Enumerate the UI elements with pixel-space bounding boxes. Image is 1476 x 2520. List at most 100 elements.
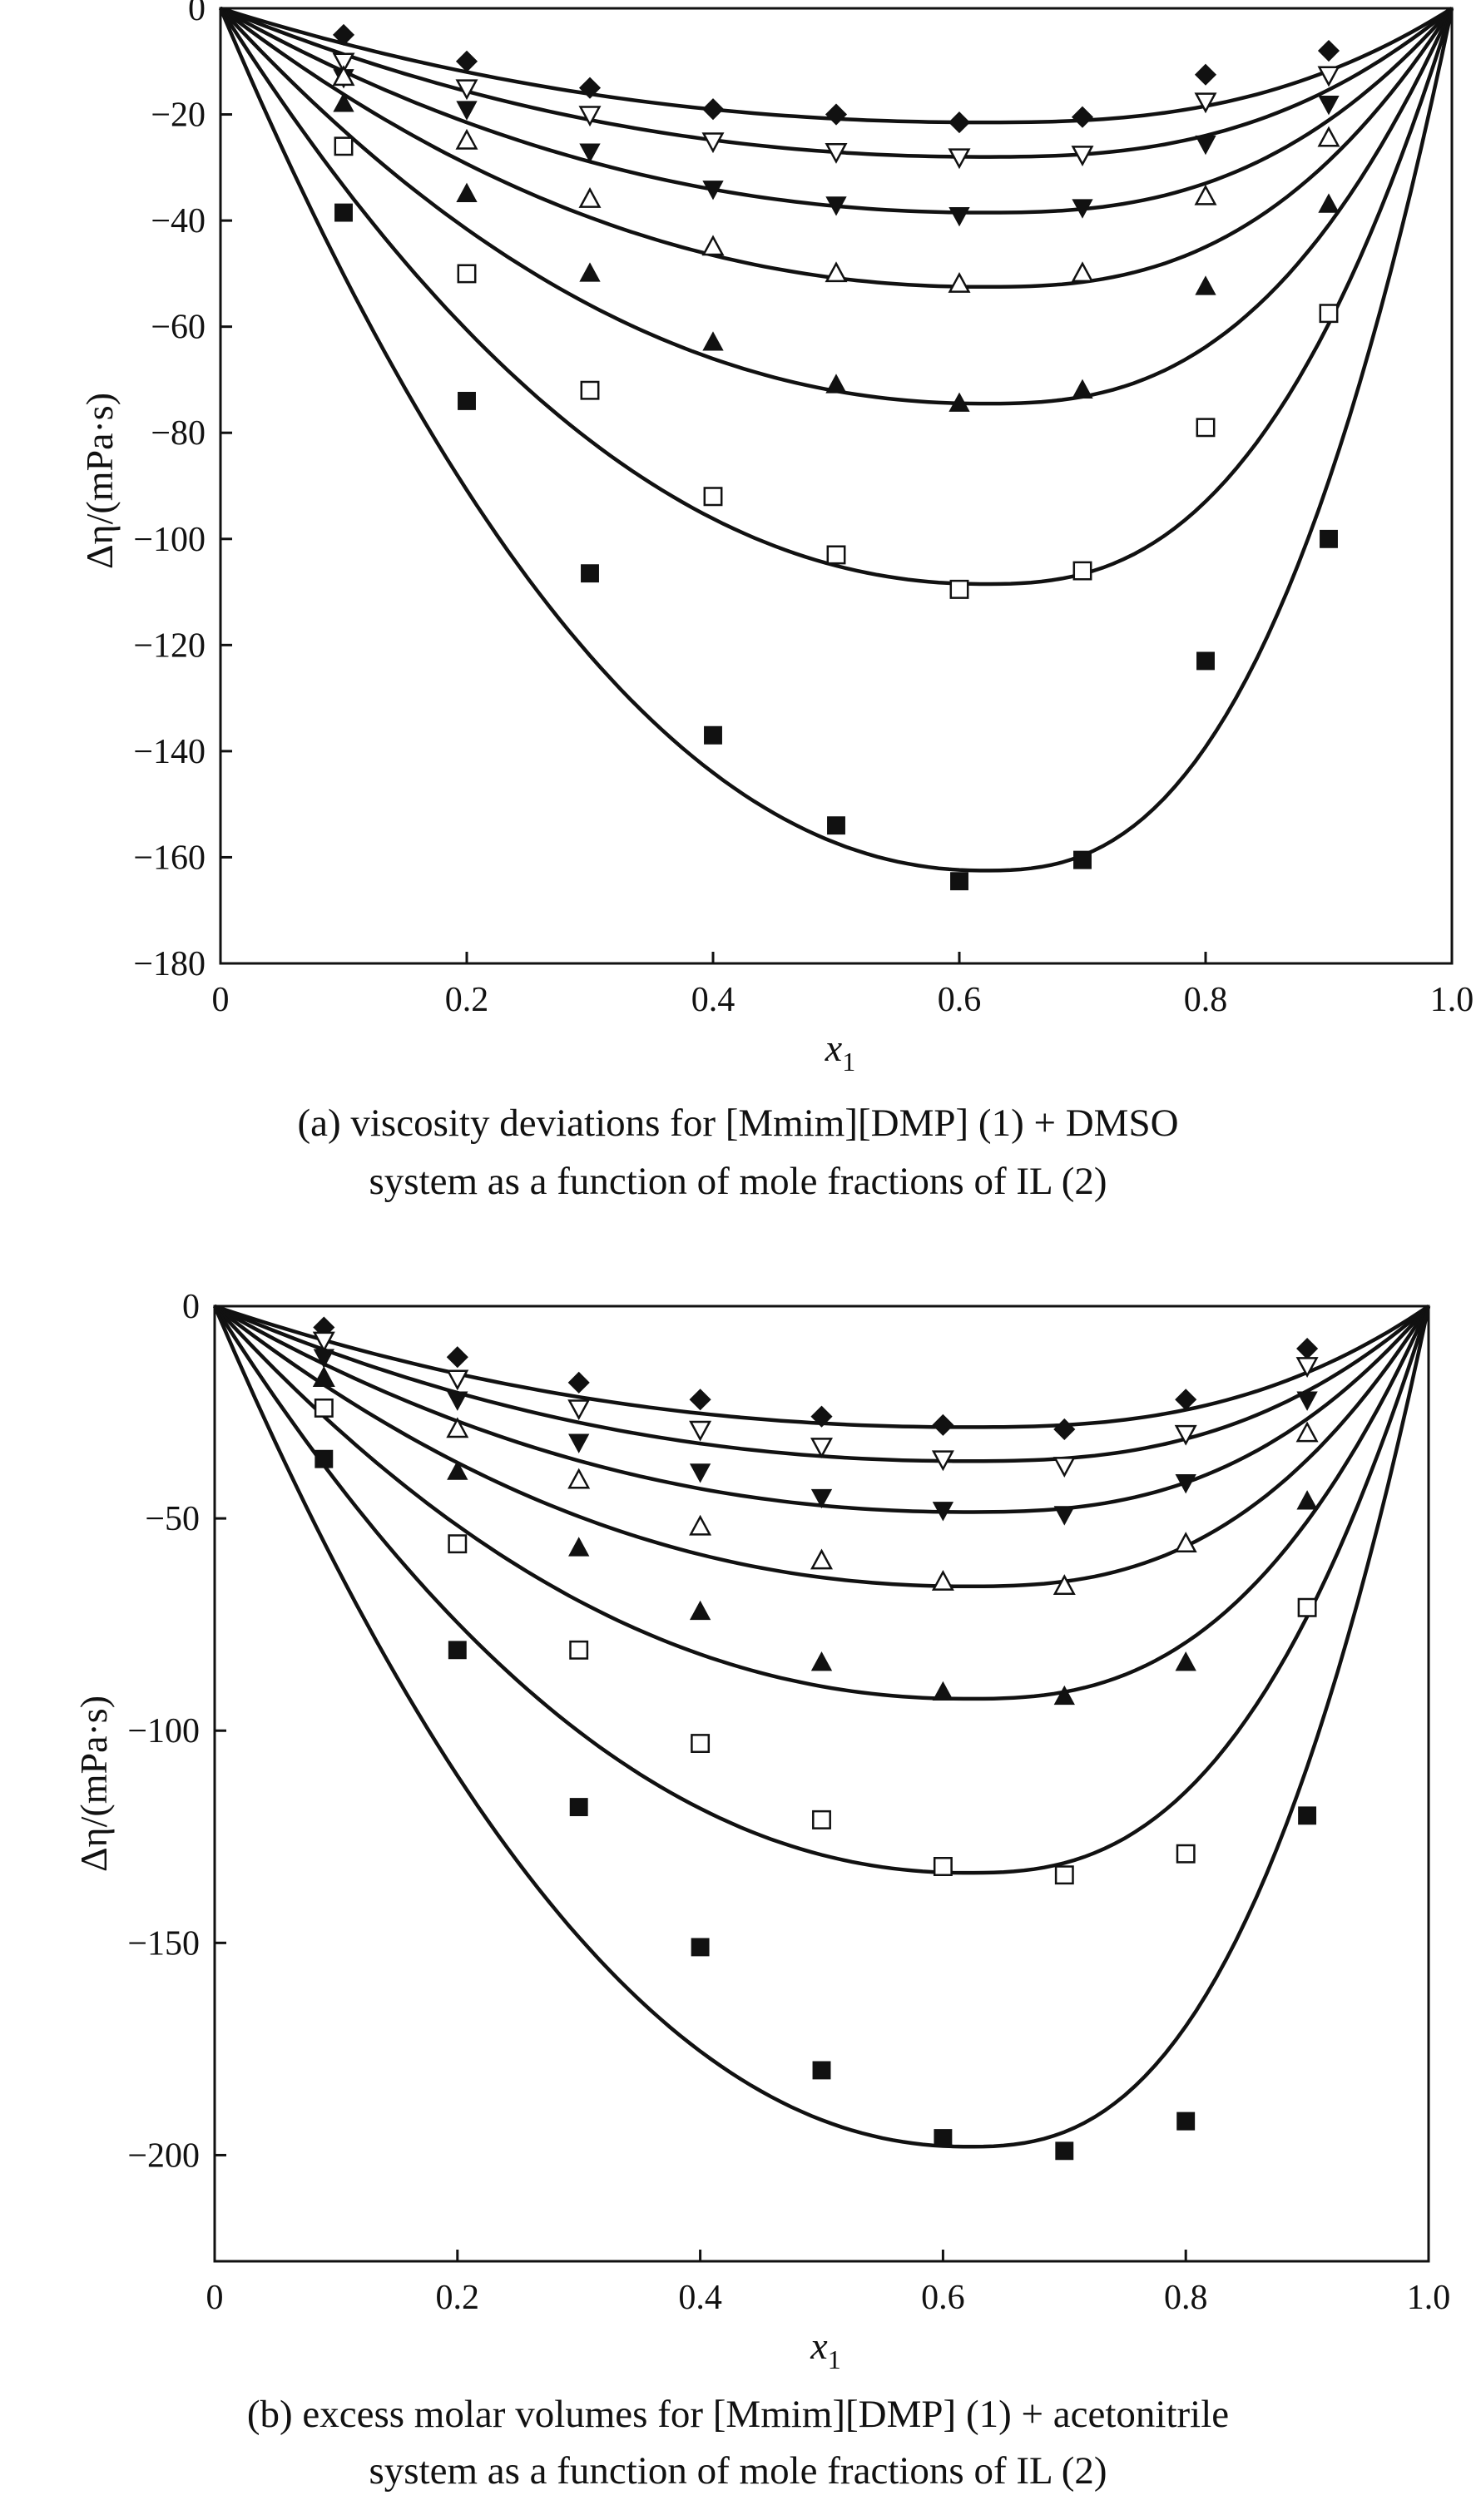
y-tick-label: 0	[182, 1288, 200, 1326]
series-4-point	[1174, 1532, 1197, 1552]
series-7-point	[704, 725, 722, 745]
series-3-point	[810, 1488, 833, 1509]
y-tick-label: −120	[133, 626, 206, 665]
series-4-point	[689, 1514, 712, 1536]
series-1-point	[1194, 63, 1217, 86]
y-tick-label: −140	[133, 733, 206, 771]
x-tick-label: 0	[206, 2279, 224, 2317]
x-tick-label: 0.4	[691, 981, 736, 1019]
series-7-point	[458, 392, 476, 410]
series-3-point	[447, 1391, 468, 1411]
series-3-point	[825, 196, 847, 216]
series-2-point	[1194, 92, 1217, 114]
chart-a-svg: 0 0.2 0.4 0.6 0.8 1.0 0 −20 −40 −60 −80 −100 −120 −14…	[78, 0, 1474, 1077]
series-5-point	[810, 1651, 833, 1671]
series-5-point	[1175, 1651, 1196, 1671]
series-5-point	[313, 1367, 334, 1387]
series-4-point	[455, 128, 478, 150]
series-6-point	[933, 1857, 953, 1876]
series-6-point	[812, 1810, 831, 1829]
series-7-point	[1298, 1806, 1317, 1825]
series-2-point	[1317, 66, 1340, 87]
series-6-point	[1176, 1844, 1196, 1864]
y-axis-title: Δη/(mPa·s)	[78, 393, 121, 569]
y-tick-label: −180	[133, 945, 206, 983]
series-4-point	[1317, 126, 1340, 147]
series-4-point	[701, 235, 725, 256]
series-6-point	[457, 264, 477, 284]
x-axis-title: x1	[825, 1027, 855, 1077]
x-axis-title: x1	[810, 2324, 840, 2374]
series-6-point	[1319, 304, 1339, 324]
series-2-curve	[220, 6, 1454, 159]
series-7-point	[934, 2129, 953, 2147]
x-tick-label: 0.4	[678, 2279, 722, 2317]
series-1-point	[578, 77, 602, 99]
x-tick-label: 0.6	[938, 981, 982, 1019]
series-1-point	[455, 50, 478, 72]
series-2-point	[1053, 1457, 1076, 1478]
series-5-point	[932, 1681, 954, 1701]
series-4-point	[567, 1468, 591, 1489]
series-2-point	[312, 1331, 335, 1353]
series-5-point	[689, 1600, 711, 1621]
series-1-point	[1296, 1337, 1319, 1360]
y-tick-label: −200	[127, 2136, 200, 2175]
series-6-point	[949, 579, 969, 599]
x-tick-label: 0.8	[1164, 2279, 1208, 2317]
series-1-point	[932, 1413, 954, 1436]
series-7-point	[827, 816, 845, 835]
series-5-point	[1318, 193, 1340, 213]
series-5-point	[456, 182, 478, 202]
caption-a-line-1: (a) viscosity deviations for [Mmim][DMP]…	[297, 1102, 1179, 1145]
series-4-point	[948, 272, 971, 293]
series-2-point	[810, 1438, 834, 1458]
series-7-point	[1320, 529, 1338, 548]
series-1-point	[825, 103, 848, 126]
series-1-point	[1071, 106, 1094, 128]
y-tick-label: −20	[151, 97, 206, 135]
series-2-point	[1071, 146, 1094, 167]
y-tick-label: −40	[151, 202, 206, 240]
series-7-point	[334, 203, 353, 222]
y-tick-label: −150	[127, 1924, 200, 1963]
series-5-point	[949, 392, 970, 412]
series-7-point	[950, 872, 968, 891]
series-3-point	[702, 181, 724, 201]
series-4-point	[332, 65, 355, 87]
y-tick-label: −100	[133, 521, 206, 559]
series-2-point	[567, 1399, 591, 1421]
series-3-point	[1175, 1473, 1196, 1494]
series-4-point	[931, 1570, 954, 1591]
series-6-point	[1054, 1865, 1074, 1885]
series-7-point	[1196, 651, 1215, 671]
series-5-point	[1195, 275, 1216, 295]
series-6-point	[448, 1534, 468, 1554]
series-2-point	[332, 52, 355, 74]
series-1-point	[810, 1405, 833, 1428]
series-7-point	[581, 564, 599, 583]
chart-panel-b: 0 0.2 0.4 0.6 0.8 1.0 0 −50 −100 −150 −200 x1 Δη/(mP…	[0, 1273, 1476, 2520]
series-6-point	[703, 487, 723, 507]
y-tick-label: −50	[145, 1500, 200, 1538]
series-6-point	[334, 136, 354, 156]
series-3-point	[1195, 135, 1216, 156]
x-tick-label: 0.2	[436, 2279, 480, 2317]
series-3-point	[689, 1463, 711, 1483]
series-7-point	[691, 1938, 710, 1957]
series-7-point	[1073, 850, 1092, 869]
series-2-point	[455, 79, 478, 101]
series-5-point	[1072, 379, 1093, 399]
series-7-curve	[212, 1305, 1431, 2149]
x-tick-label: 0.8	[1184, 981, 1228, 1019]
caption-b-line-2: system as a function of mole fractions o…	[369, 2449, 1107, 2493]
series-3-point	[949, 206, 970, 227]
series-5-point	[333, 92, 354, 112]
series-4-curve	[213, 1305, 1430, 1588]
series-2-point	[825, 142, 848, 164]
series-5-point	[447, 1460, 468, 1480]
series-7-curve	[218, 7, 1454, 873]
series-1-point	[1317, 39, 1340, 62]
series-3-point	[313, 1349, 334, 1369]
series-4-point	[1053, 1574, 1076, 1595]
